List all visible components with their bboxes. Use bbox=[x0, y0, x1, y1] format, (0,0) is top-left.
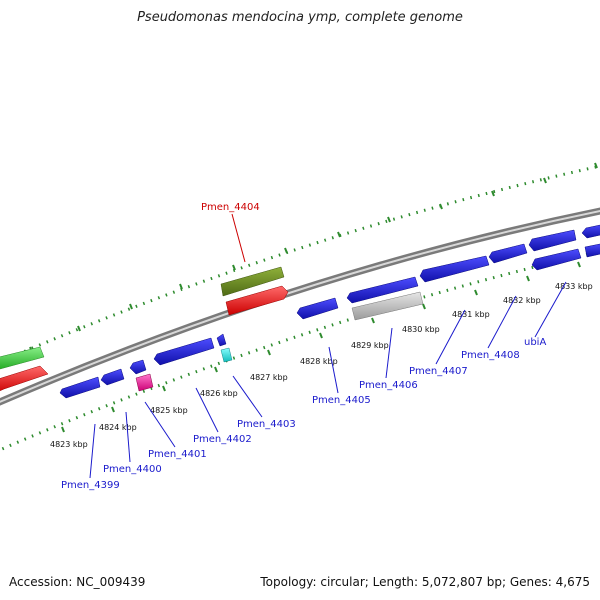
label-pmen-4405: Pmen_4405 bbox=[312, 395, 371, 406]
gene-pmen-4405 bbox=[296, 297, 339, 320]
scale-label-4826: 4826 kbp bbox=[200, 389, 238, 398]
label-pmen-4399: Pmen_4399 bbox=[61, 480, 120, 491]
gene-red-partial bbox=[0, 365, 49, 392]
inner-major-ticks bbox=[61, 261, 581, 433]
scale-label-4831: 4831 kbp bbox=[452, 310, 490, 319]
genome-backbone-highlight bbox=[0, 210, 600, 403]
label-pmen-4401: Pmen_4401 bbox=[148, 449, 207, 460]
label-ubia: ubiA bbox=[524, 337, 546, 348]
label-pmen-4404: Pmen_4404 bbox=[201, 202, 260, 213]
gene-blue-a bbox=[528, 229, 577, 252]
reverse-genes bbox=[59, 224, 600, 399]
gene-ubia bbox=[531, 248, 582, 271]
label-pmen-4406: Pmen_4406 bbox=[359, 380, 418, 391]
scale-label-4833: 4833 kbp bbox=[555, 282, 593, 291]
scale-label-4825: 4825 kbp bbox=[150, 406, 188, 415]
gene-pmen-4400 bbox=[100, 368, 125, 386]
label-pmen-4408: Pmen_4408 bbox=[461, 350, 520, 361]
gene-pmen-4402 bbox=[153, 337, 215, 366]
gene-pmen-4404 bbox=[220, 266, 285, 297]
scale-label-4824: 4824 kbp bbox=[99, 423, 137, 432]
gene-green-partial bbox=[0, 346, 45, 370]
gene-small-blue bbox=[216, 333, 227, 347]
map-title: Pseudomonas mendocina ymp, complete geno… bbox=[137, 10, 463, 25]
label-pmen-4400: Pmen_4400 bbox=[103, 464, 162, 475]
gene-red-forward bbox=[225, 285, 289, 316]
gene-blue-edge-b bbox=[584, 243, 600, 258]
gene-blue-edge-a bbox=[581, 224, 600, 239]
gene-pmen-4408 bbox=[488, 243, 528, 264]
scale-label-4827: 4827 kbp bbox=[250, 373, 288, 382]
gene-pmen-4401 bbox=[135, 373, 154, 392]
gene-pmen-4401-blue bbox=[129, 359, 147, 375]
scale-label-4823: 4823 kbp bbox=[50, 440, 88, 449]
scale-label-4832: 4832 kbp bbox=[503, 296, 541, 305]
label-leaders bbox=[89, 213, 567, 479]
scale-label-4828: 4828 kbp bbox=[300, 357, 338, 366]
gene-pmen-4406 bbox=[351, 291, 424, 321]
label-pmen-4403: Pmen_4403 bbox=[237, 419, 296, 430]
label-pmen-4402: Pmen_4402 bbox=[193, 434, 252, 445]
gene-pmen-4405b bbox=[346, 276, 419, 304]
outer-tick-track bbox=[0, 164, 600, 364]
scale-label-4829: 4829 kbp bbox=[351, 341, 389, 350]
accession-text: Accession: NC_009439 bbox=[9, 575, 146, 589]
gene-pmen-4407 bbox=[419, 255, 490, 283]
gene-pmen-4399 bbox=[59, 376, 101, 399]
genome-summary-text: Topology: circular; Length: 5,072,807 bp… bbox=[260, 575, 590, 589]
scale-label-4830: 4830 kbp bbox=[402, 325, 440, 334]
gene-pmen-4403 bbox=[220, 347, 233, 363]
label-pmen-4407: Pmen_4407 bbox=[409, 366, 468, 377]
